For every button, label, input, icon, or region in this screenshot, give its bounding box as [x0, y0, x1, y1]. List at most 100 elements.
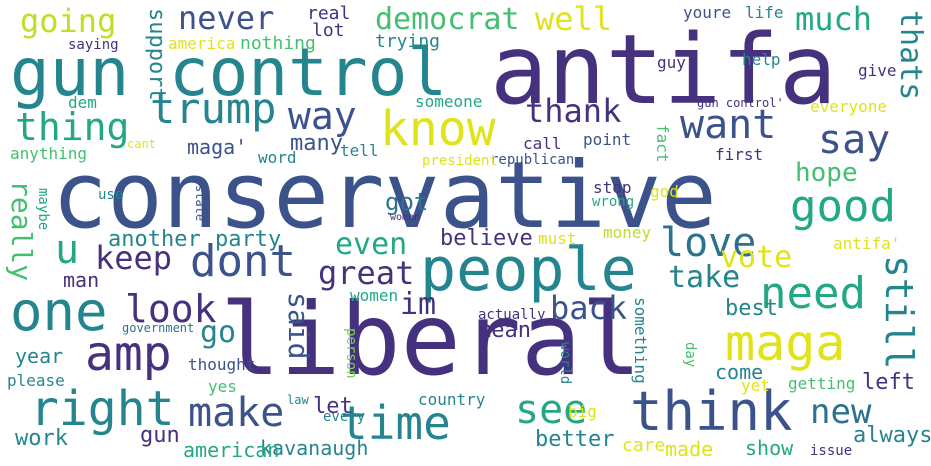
word: trying: [375, 31, 441, 52]
word: work: [15, 426, 68, 451]
word: wrong: [592, 194, 635, 210]
word: every: [323, 409, 366, 425]
word: im: [400, 287, 437, 322]
word: help: [742, 50, 781, 69]
word: gun: [140, 423, 180, 448]
word: well: [535, 0, 613, 38]
word: man: [63, 268, 100, 292]
word: republican: [490, 152, 575, 168]
word: made: [665, 437, 714, 461]
word: new: [810, 392, 872, 432]
word: always: [853, 423, 931, 448]
word: make: [188, 390, 285, 436]
word: anything: [10, 144, 88, 163]
word: cant: [127, 137, 156, 151]
word: care: [622, 435, 666, 456]
word: still: [877, 255, 921, 370]
word: antifa': [833, 234, 901, 253]
word: people: [420, 235, 637, 305]
word: take: [668, 260, 741, 295]
word: american: [183, 438, 280, 462]
word: issue: [810, 443, 853, 459]
word: come: [715, 360, 764, 384]
word: liberal: [220, 281, 642, 398]
word: nothing: [240, 33, 316, 54]
word: show: [745, 436, 794, 460]
word: u: [55, 227, 80, 273]
word: getting: [788, 374, 856, 393]
word: saying: [68, 37, 119, 53]
word: many: [290, 131, 343, 156]
word: something: [631, 297, 650, 384]
word: one: [10, 280, 108, 343]
word: world: [557, 342, 573, 385]
word: conservative: [52, 142, 717, 249]
word: support: [144, 8, 169, 101]
word: even: [335, 227, 408, 262]
word: believe: [440, 226, 533, 251]
word: say: [818, 117, 891, 163]
word: never: [178, 0, 275, 37]
word: country: [418, 390, 486, 409]
word: lot: [312, 20, 345, 41]
word: good: [790, 181, 896, 232]
word: right: [30, 381, 175, 437]
word: kavanaugh: [260, 436, 369, 460]
word: law: [287, 393, 309, 407]
word: woman: [390, 212, 421, 223]
word: best: [725, 296, 778, 321]
word: women: [350, 286, 399, 305]
word: need: [760, 268, 866, 319]
word: someone: [415, 92, 483, 111]
word: really: [5, 180, 38, 282]
word: amp: [85, 326, 172, 382]
word: thank: [525, 92, 622, 130]
word: thats: [893, 10, 928, 101]
word: maybe: [35, 188, 51, 231]
word: another: [108, 227, 201, 252]
word: everyone: [810, 97, 888, 116]
word: want: [680, 102, 777, 148]
word: know: [380, 101, 496, 157]
word: please: [7, 371, 65, 390]
word: keep: [95, 239, 173, 277]
word: money: [603, 223, 652, 242]
word: party: [215, 227, 282, 252]
word: thing: [15, 105, 130, 149]
word: better: [535, 427, 615, 452]
word: person: [343, 328, 359, 379]
word: life: [745, 3, 784, 22]
word: tell: [340, 141, 379, 160]
word: let: [313, 394, 353, 419]
word: use: [98, 187, 124, 203]
word: mean: [478, 318, 531, 343]
word: dont: [190, 236, 296, 287]
word: maga': [187, 135, 248, 159]
word: left: [862, 370, 915, 395]
word: look: [125, 287, 217, 331]
word: day: [682, 342, 698, 368]
word: got: [385, 188, 429, 216]
word: go: [200, 315, 237, 350]
word: stop: [593, 178, 632, 197]
word: back: [550, 289, 628, 327]
word: dem: [68, 93, 97, 112]
word: gun control: [10, 34, 448, 111]
word: state: [193, 185, 207, 222]
word: year: [15, 344, 64, 368]
word: maga: [725, 314, 846, 372]
word: love: [660, 220, 757, 266]
word: america: [168, 34, 236, 53]
word: president: [422, 153, 498, 169]
word: point: [583, 130, 632, 149]
word: government: [122, 321, 195, 335]
word: actually: [478, 307, 546, 323]
word: word: [258, 148, 297, 167]
word: youre: [683, 3, 732, 22]
word: thought: [188, 355, 256, 374]
word: vote: [720, 240, 793, 275]
word: gun control': [697, 96, 784, 110]
word: fact: [653, 124, 672, 163]
word: big: [568, 402, 597, 421]
